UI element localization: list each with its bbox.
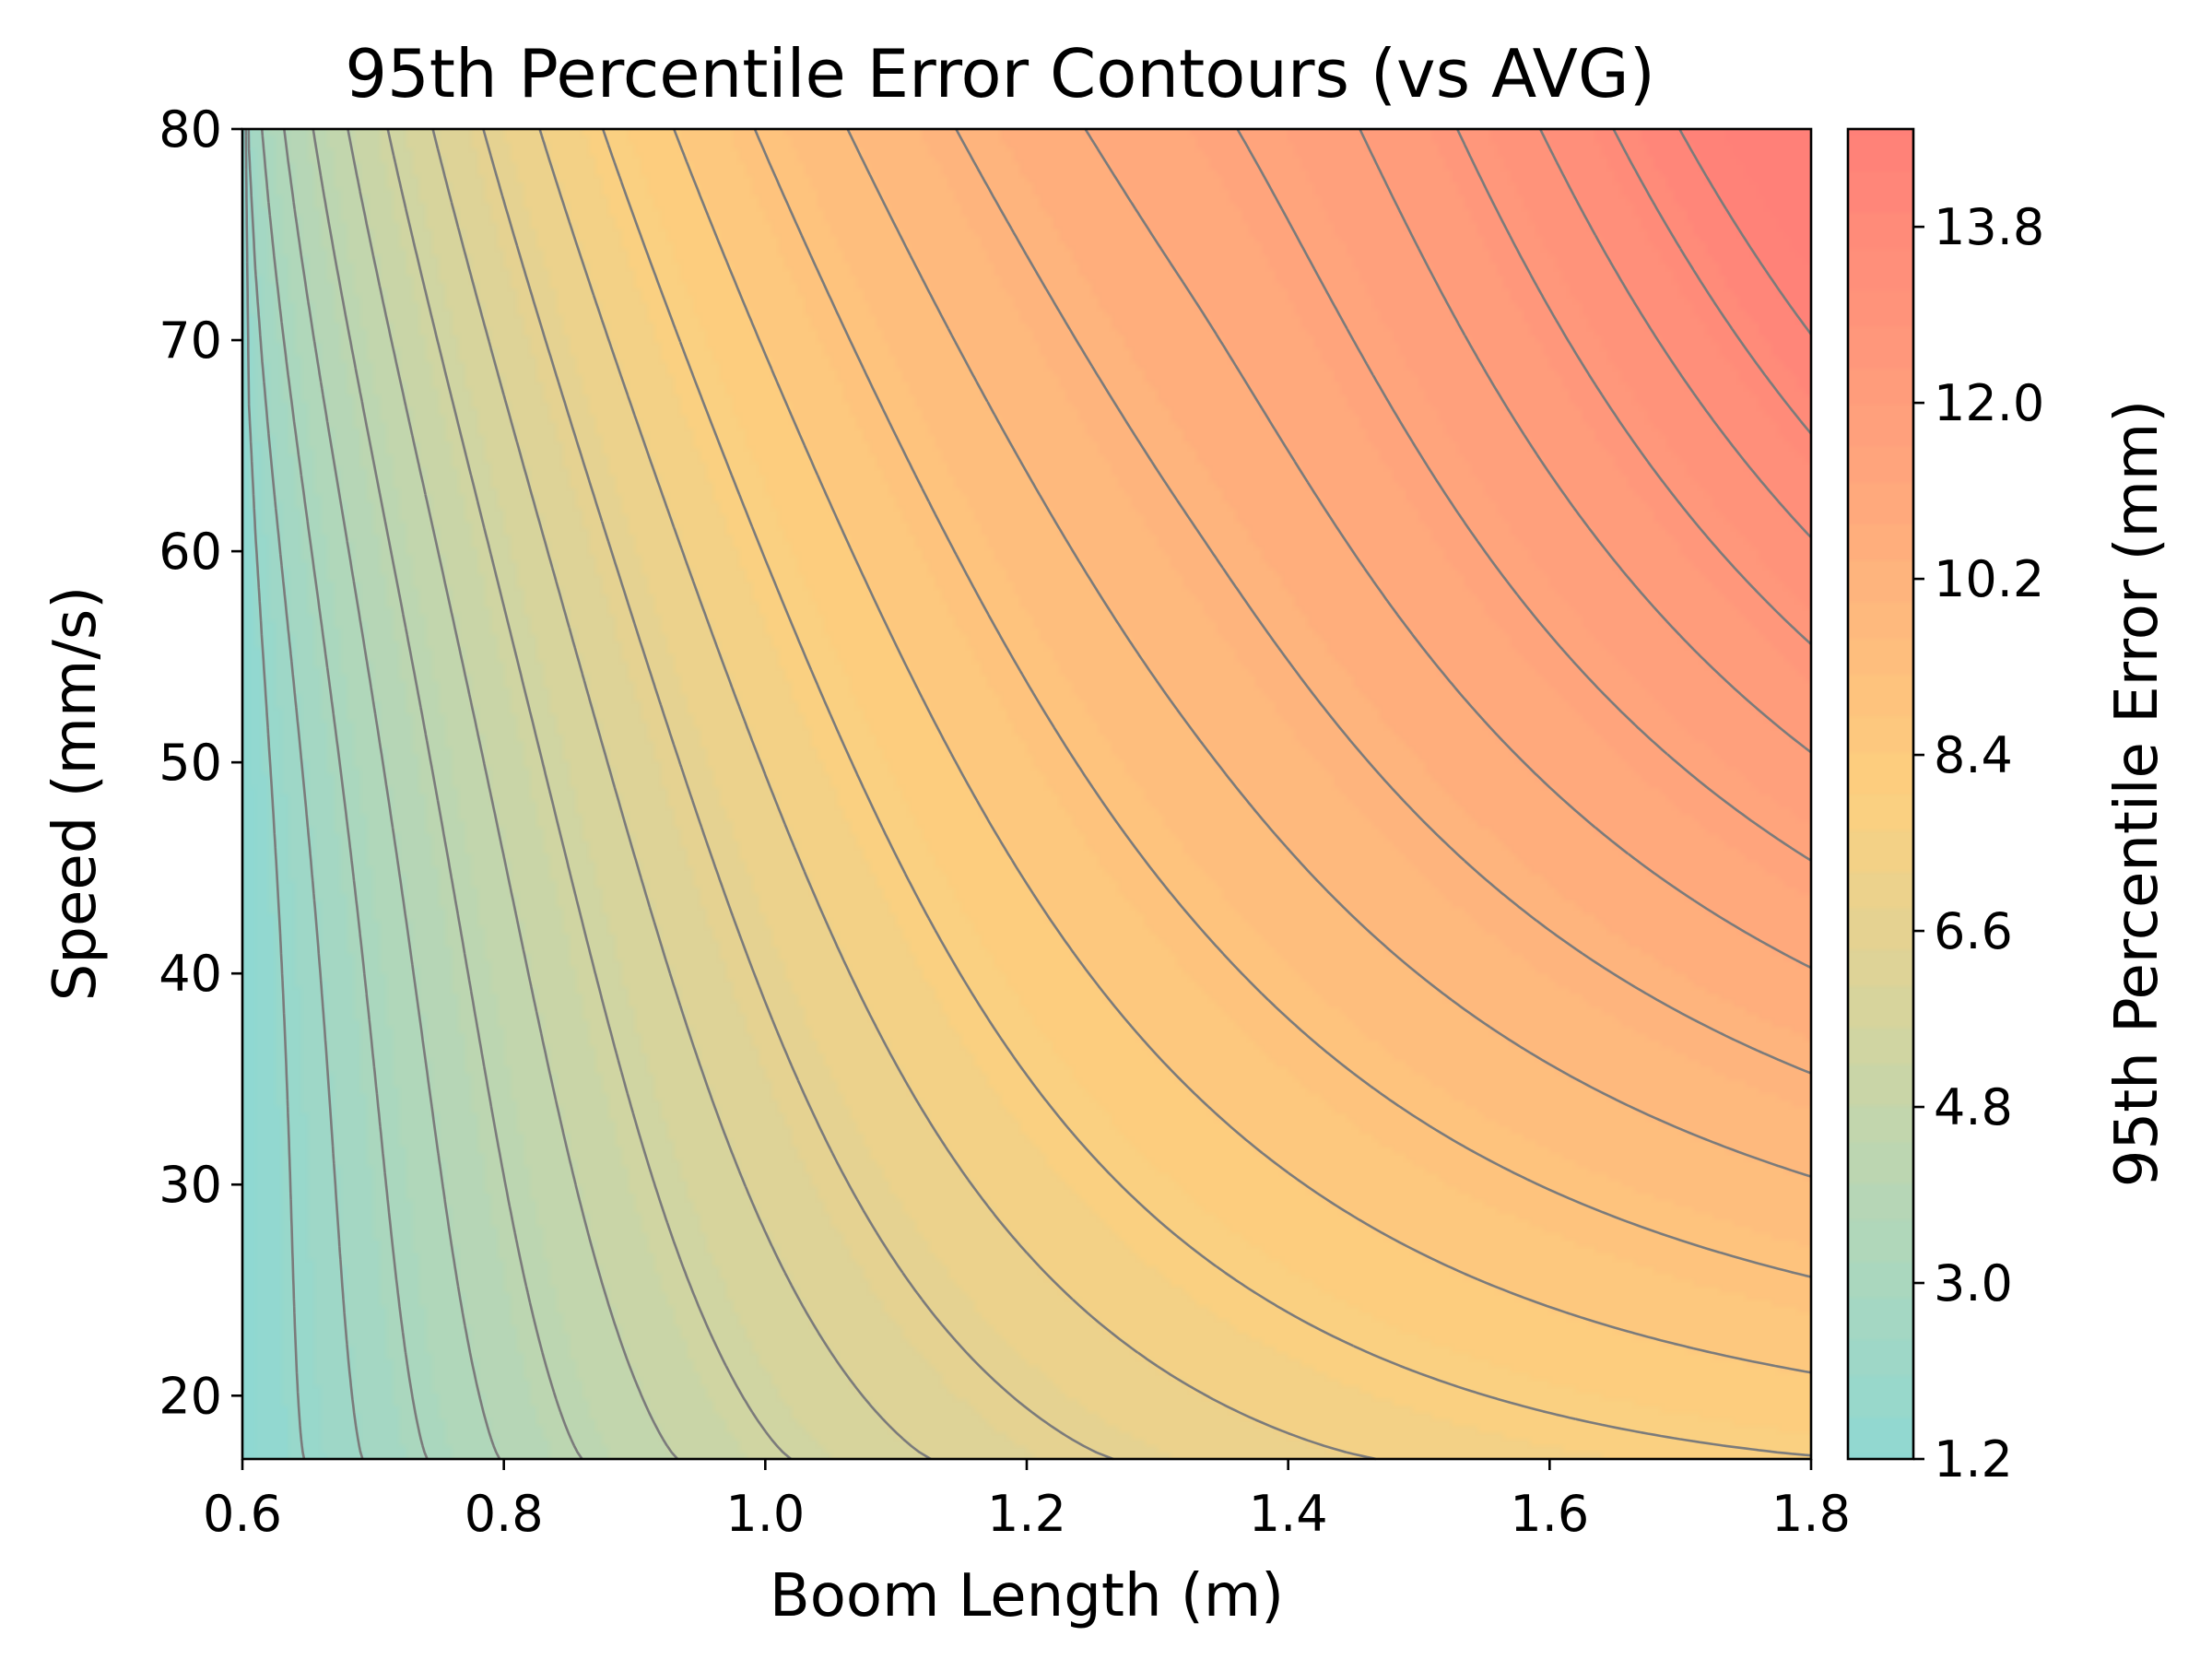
plot-area	[241, 127, 1813, 1461]
contour-line-20	[1612, 128, 1813, 435]
contour-line-13	[846, 128, 1812, 1178]
contour-line-0	[244, 128, 306, 1460]
contour-line-4	[312, 128, 583, 1460]
y-tick-label: 30	[159, 1156, 222, 1214]
x-tick-label: 0.8	[465, 1485, 544, 1543]
x-tick-label: 1.4	[1249, 1485, 1328, 1543]
y-tick-label: 40	[159, 945, 222, 1003]
colorbar-label: 95th Percentile Error (mm)	[2103, 400, 2171, 1188]
y-tick-label: 60	[159, 523, 222, 581]
contour-line-11	[672, 128, 1812, 1374]
colorbar: 1.2 3.0 4.8 6.6 8.4 10.2 12.0 13.8 95th Percent…	[1846, 127, 2171, 1488]
colorbar-tick-label: 6.6	[1934, 902, 2013, 960]
x-tick-label: 1.0	[725, 1485, 805, 1543]
x-tick-label: 0.6	[203, 1485, 282, 1543]
colorbar-tick-label: 3.0	[1934, 1254, 2013, 1312]
contour-line-14	[955, 128, 1812, 1075]
y-tick-label: 80	[159, 100, 222, 159]
contour-line-19	[1538, 128, 1812, 539]
heatmap-fill	[242, 129, 1811, 1459]
x-axis: 0.6 0.8 1.0 1.2 1.4 1.6 1.8	[203, 1459, 1851, 1543]
y-tick-label: 50	[159, 734, 222, 792]
colorbar-frame	[1846, 127, 1915, 1461]
contour-line-3	[283, 128, 501, 1460]
x-tick-label: 1.6	[1510, 1485, 1589, 1543]
contour-line-16	[1236, 128, 1812, 862]
colorbar-gradient	[1848, 129, 1913, 1459]
colorbar-tick-label: 8.4	[1934, 726, 2013, 784]
contour-line-8	[482, 128, 1114, 1461]
x-tick-label: 1.2	[987, 1485, 1066, 1543]
colorbar-tick-label: 13.8	[1934, 198, 2044, 256]
contour-line-6	[386, 128, 793, 1461]
contour-line-10	[601, 128, 1812, 1457]
y-tick-label: 70	[159, 312, 222, 370]
colorbar-ticks: 1.2 3.0 4.8 6.6 8.4 10.2 12.0 13.8	[1913, 198, 2044, 1488]
colorbar-tick-label: 1.2	[1934, 1430, 2013, 1488]
contour-lines	[244, 128, 1813, 1461]
contour-line-7	[431, 128, 932, 1461]
x-tick-label: 1.8	[1771, 1485, 1851, 1543]
y-tick-label: 20	[159, 1367, 222, 1425]
contour-line-5	[347, 128, 679, 1460]
colorbar-tick-label: 10.2	[1934, 550, 2044, 608]
colorbar-tick-label: 12.0	[1934, 374, 2044, 432]
y-axis: 20 30 40 50 60 70 80	[159, 100, 242, 1425]
contour-line-9	[538, 128, 1377, 1461]
contour-line-1	[247, 128, 364, 1460]
contour-line-12	[753, 128, 1812, 1278]
chart-title: 95th Percentile Error Contours (vs AVG)	[345, 35, 1655, 112]
x-axis-label: Boom Length (m)	[770, 1562, 1284, 1630]
y-axis-label: Speed (mm/s)	[41, 586, 110, 1002]
colorbar-tick-label: 4.8	[1934, 1078, 2013, 1136]
